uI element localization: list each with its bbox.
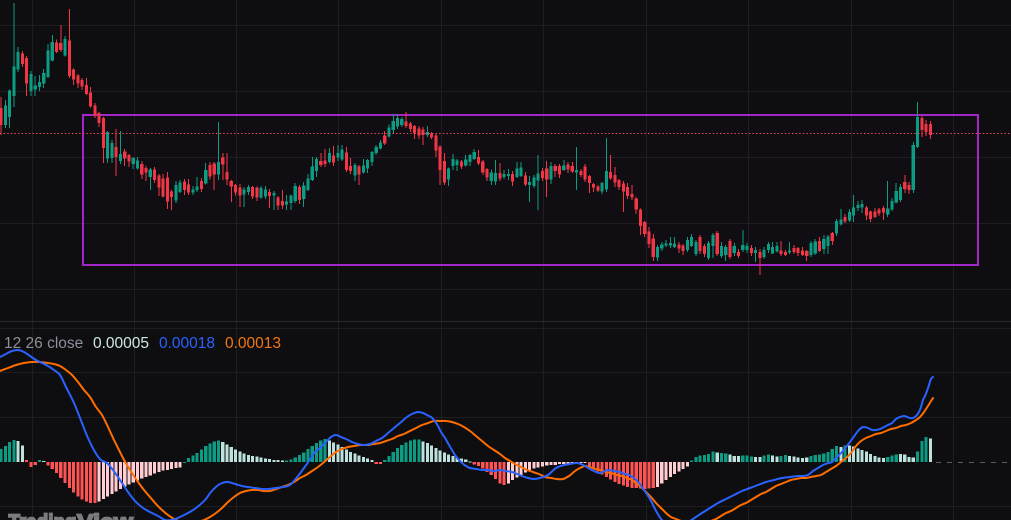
svg-text:12 26 close: 12 26 close: [4, 335, 83, 352]
svg-text:View: View: [77, 510, 133, 520]
svg-text:0.00005: 0.00005: [93, 335, 149, 352]
svg-text:0.00013: 0.00013: [225, 335, 281, 352]
svg-text:0.00018: 0.00018: [159, 335, 215, 352]
svg-text:Trading: Trading: [9, 510, 77, 520]
